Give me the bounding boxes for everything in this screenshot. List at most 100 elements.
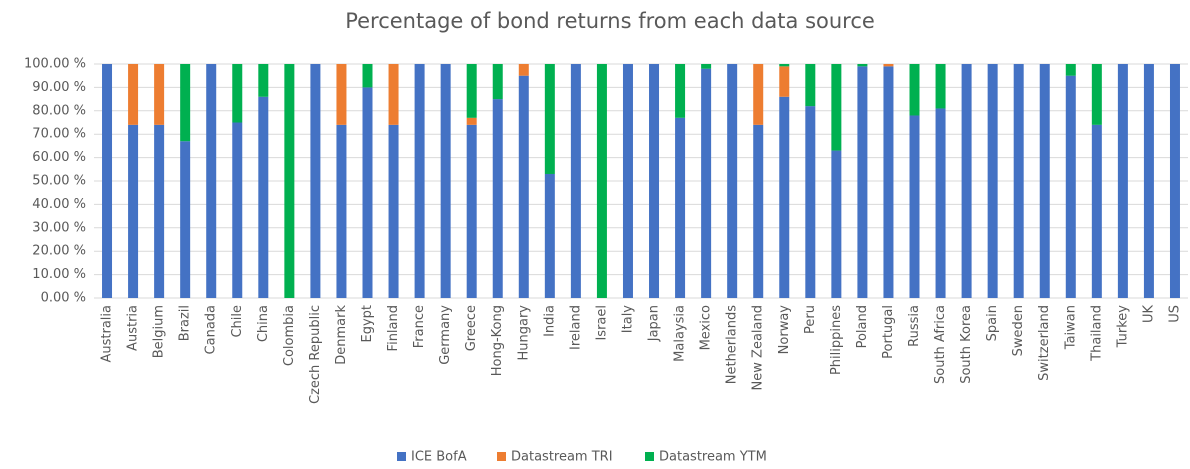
bar-segment xyxy=(649,64,660,298)
legend-swatch xyxy=(397,452,406,461)
bar-segment xyxy=(1039,64,1050,298)
bar-segment xyxy=(440,64,451,298)
x-tick-label: Australia xyxy=(100,305,115,363)
bar-segment xyxy=(336,124,347,298)
legend-label: Datastream YTM xyxy=(659,450,767,465)
bar-segment xyxy=(1091,64,1102,125)
x-tick-label: Belgium xyxy=(152,305,167,358)
y-tick-label: 60.00 % xyxy=(32,150,86,165)
bar-segment xyxy=(336,64,347,125)
x-tick-label: South Korea xyxy=(959,305,974,384)
bar-segment xyxy=(154,124,165,298)
x-tick-label: Czech Republic xyxy=(308,305,323,404)
x-tick-label: Philippines xyxy=(829,305,844,375)
x-tick-label: Germany xyxy=(438,305,453,365)
bar-segment xyxy=(362,87,373,299)
bar-segment xyxy=(206,64,217,298)
x-tick-label: Ireland xyxy=(568,305,583,350)
bar-segment xyxy=(831,64,842,151)
bar-segment xyxy=(544,173,555,298)
bar-segment xyxy=(544,64,555,174)
legend-label: Datastream TRI xyxy=(511,450,613,465)
y-tick-label: 100.00 % xyxy=(24,57,86,72)
bar-segment xyxy=(675,64,686,118)
x-tick-label: Poland xyxy=(855,305,870,348)
bar-segment xyxy=(362,64,373,88)
bar-segment xyxy=(128,64,139,125)
x-tick-label: Sweden xyxy=(1011,305,1026,356)
bar-segment xyxy=(701,68,712,299)
x-tick-label: US xyxy=(1167,305,1182,323)
x-tick-label: Mexico xyxy=(699,305,714,350)
bar-segment xyxy=(232,64,243,123)
x-tick-label: Taiwan xyxy=(1063,305,1078,350)
bar-segment xyxy=(284,64,295,298)
bar-segment xyxy=(1117,64,1128,298)
bar-segment xyxy=(779,66,790,97)
y-tick-label: 20.00 % xyxy=(32,244,86,259)
bar-segment xyxy=(857,66,868,298)
chart-title: Percentage of bond returns from each dat… xyxy=(345,9,875,33)
x-tick-label: Brazil xyxy=(178,305,193,341)
x-tick-label: Hong-Kong xyxy=(490,305,505,376)
x-tick-label: Switzerland xyxy=(1037,305,1052,381)
x-tick-label: India xyxy=(542,305,557,337)
legend-swatch xyxy=(497,452,506,461)
x-tick-label: Turkey xyxy=(1115,305,1130,349)
y-tick-label: 70.00 % xyxy=(32,127,86,142)
bar-segment xyxy=(414,64,425,298)
bar-segment xyxy=(857,64,868,67)
x-tick-label: Chile xyxy=(230,305,245,338)
x-tick-label: Finland xyxy=(386,305,401,351)
x-tick-label: Japan xyxy=(647,305,662,342)
bar-segment xyxy=(1013,64,1024,298)
y-tick-label: 80.00 % xyxy=(32,103,86,118)
bar-segment xyxy=(518,75,529,298)
bar-segment xyxy=(753,124,764,298)
bar-segment xyxy=(258,64,269,97)
y-tick-label: 10.00 % xyxy=(32,267,86,282)
y-tick-label: 90.00 % xyxy=(32,80,86,95)
x-tick-label: Russia xyxy=(907,305,922,347)
bar-segment xyxy=(258,96,269,298)
x-tick-label: Portugal xyxy=(881,305,896,359)
x-tick-label: Egypt xyxy=(360,305,375,343)
bar-segment xyxy=(831,150,842,298)
bar-segment xyxy=(1065,75,1076,298)
bar-segment xyxy=(596,64,607,298)
x-tick-label: Netherlands xyxy=(725,305,740,384)
bar-segment xyxy=(310,64,321,298)
bar-segment xyxy=(909,115,920,298)
x-tick-label: France xyxy=(412,305,427,348)
x-tick-label: Malaysia xyxy=(673,305,688,362)
x-tick-label: Thailand xyxy=(1089,305,1104,362)
bar-segment xyxy=(180,141,191,298)
legend-label: ICE BofA xyxy=(411,450,467,465)
bar-segment xyxy=(492,64,503,100)
bar-segment xyxy=(883,66,894,298)
bar-segment xyxy=(805,64,816,107)
x-tick-label: Denmark xyxy=(334,305,349,365)
bar-segment xyxy=(232,122,243,298)
bar-segment xyxy=(701,64,712,69)
bar-segment xyxy=(622,64,633,298)
x-tick-label: Peru xyxy=(803,305,818,334)
bar-segment xyxy=(1091,124,1102,298)
bar-segment xyxy=(753,64,764,125)
bar-segment xyxy=(883,64,894,67)
bar-segment xyxy=(1143,64,1154,298)
bar-segment xyxy=(180,64,191,142)
bar-segment xyxy=(987,64,998,298)
y-tick-label: 40.00 % xyxy=(32,197,86,212)
bar-segment xyxy=(102,64,113,298)
bar-segment xyxy=(935,64,946,109)
bar-segment xyxy=(388,124,399,298)
bar-segment xyxy=(805,106,816,299)
x-tick-label: China xyxy=(256,305,271,342)
bar-segment xyxy=(1065,64,1076,76)
x-tick-label: Greece xyxy=(464,305,479,351)
bar-segment xyxy=(492,99,503,298)
bar-segment xyxy=(466,124,477,298)
bar-segment xyxy=(935,108,946,299)
